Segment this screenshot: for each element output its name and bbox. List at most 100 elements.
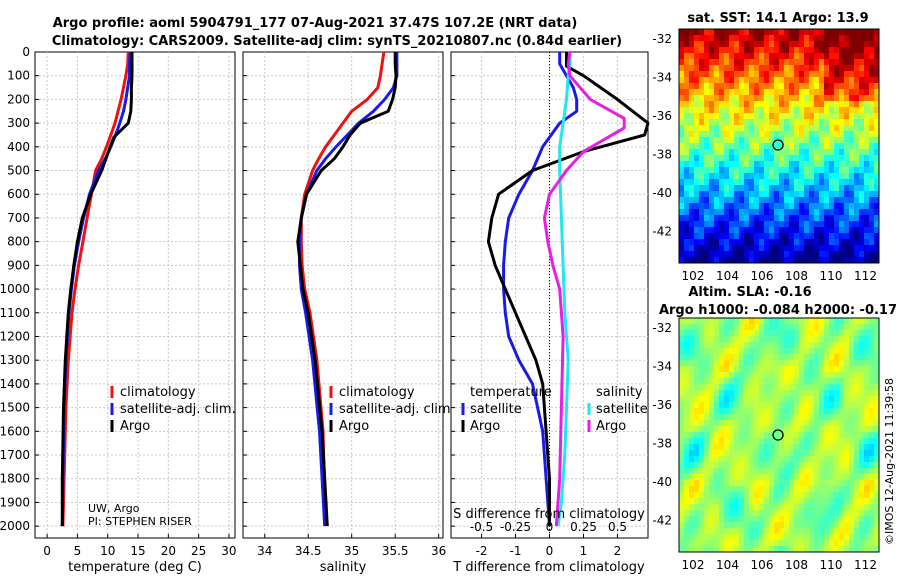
map-cell [779, 155, 785, 162]
map-cell [689, 185, 695, 192]
map-cell [684, 366, 690, 373]
map-cell [799, 245, 805, 252]
map-cell [759, 197, 765, 204]
map-cell [834, 41, 840, 48]
map-cell [814, 504, 820, 511]
map-cell [794, 245, 800, 252]
map-cell [754, 420, 760, 427]
map-cell [809, 318, 815, 325]
map-cell [834, 215, 840, 222]
map-cell [784, 227, 790, 234]
map-cell [704, 29, 710, 36]
map-cell [719, 113, 725, 120]
map-cell [824, 456, 830, 463]
map-cell [709, 462, 715, 469]
map-cell [699, 167, 705, 174]
map-cell [784, 486, 790, 493]
map-cell [874, 456, 880, 463]
map-cell [819, 167, 825, 174]
map-cell [689, 420, 695, 427]
map-cell [824, 414, 830, 421]
map-cell [769, 420, 775, 427]
map-cell [874, 113, 880, 120]
map-cell [799, 408, 805, 415]
map-cell [749, 420, 755, 427]
map-cell [869, 77, 875, 84]
map-cell [749, 83, 755, 90]
map-cell [834, 354, 840, 361]
legend-satellite-adj: satellite-adj. clim. [339, 402, 455, 417]
map-cell [699, 480, 705, 487]
map-cell [854, 474, 860, 481]
map-cell [844, 77, 850, 84]
map-cell [794, 378, 800, 385]
map-cell [814, 65, 820, 72]
map-cell [834, 89, 840, 96]
map-cell [739, 330, 745, 337]
map-cell [799, 546, 805, 553]
map-cell [769, 474, 775, 481]
map-cell [854, 227, 860, 234]
map-cell [754, 492, 760, 499]
map-cell [729, 456, 735, 463]
map-cell [744, 137, 750, 144]
map-cell [809, 468, 815, 475]
temperature-axes [34, 51, 236, 539]
map-cell [784, 354, 790, 361]
map-cell [749, 203, 755, 210]
map-cell [729, 480, 735, 487]
map-cell [769, 516, 775, 523]
map-cell [799, 107, 805, 114]
map-cell [714, 239, 720, 246]
map-cell [869, 239, 875, 246]
map-cell [729, 360, 735, 367]
map-cell [794, 95, 800, 102]
depth-tick-label: 1800 [0, 472, 30, 486]
map-cell [724, 47, 730, 54]
map-cell [869, 149, 875, 156]
map-cell [789, 185, 795, 192]
map-cell [779, 161, 785, 168]
map-cell [734, 546, 740, 553]
map-cell [749, 396, 755, 403]
map-cell [729, 53, 735, 60]
map-cell [864, 474, 870, 481]
map-cell [779, 318, 785, 325]
map-cell [704, 197, 710, 204]
map-cell [774, 456, 780, 463]
map-cell [769, 522, 775, 529]
map-cell [849, 239, 855, 246]
map-cell [699, 390, 705, 397]
map-cell [839, 125, 845, 132]
map-cell [729, 318, 735, 325]
map-cell [789, 378, 795, 385]
map-cell [854, 516, 860, 523]
map-cell [864, 390, 870, 397]
map-cell [859, 540, 865, 547]
map-cell [779, 191, 785, 198]
map-cell [794, 528, 800, 535]
map-cell [684, 167, 690, 174]
map-cell [749, 408, 755, 415]
map-cell [799, 498, 805, 505]
map-cell [849, 318, 855, 325]
map-cell [799, 161, 805, 168]
map-cell [764, 516, 770, 523]
map-cell [719, 107, 725, 114]
map-cell [779, 203, 785, 210]
map-cell [829, 402, 835, 409]
map-cell [794, 486, 800, 493]
map-cell [844, 366, 850, 373]
map-cell [779, 119, 785, 126]
map-cell [759, 474, 765, 481]
map-cell [754, 77, 760, 84]
map-cell [744, 348, 750, 355]
map-cell [769, 161, 775, 168]
map-cell [834, 125, 840, 132]
map-cell [809, 498, 815, 505]
map-cell [834, 516, 840, 523]
map-cell [739, 209, 745, 216]
map-cell [784, 155, 790, 162]
map-cell [719, 155, 725, 162]
map-cell [784, 185, 790, 192]
